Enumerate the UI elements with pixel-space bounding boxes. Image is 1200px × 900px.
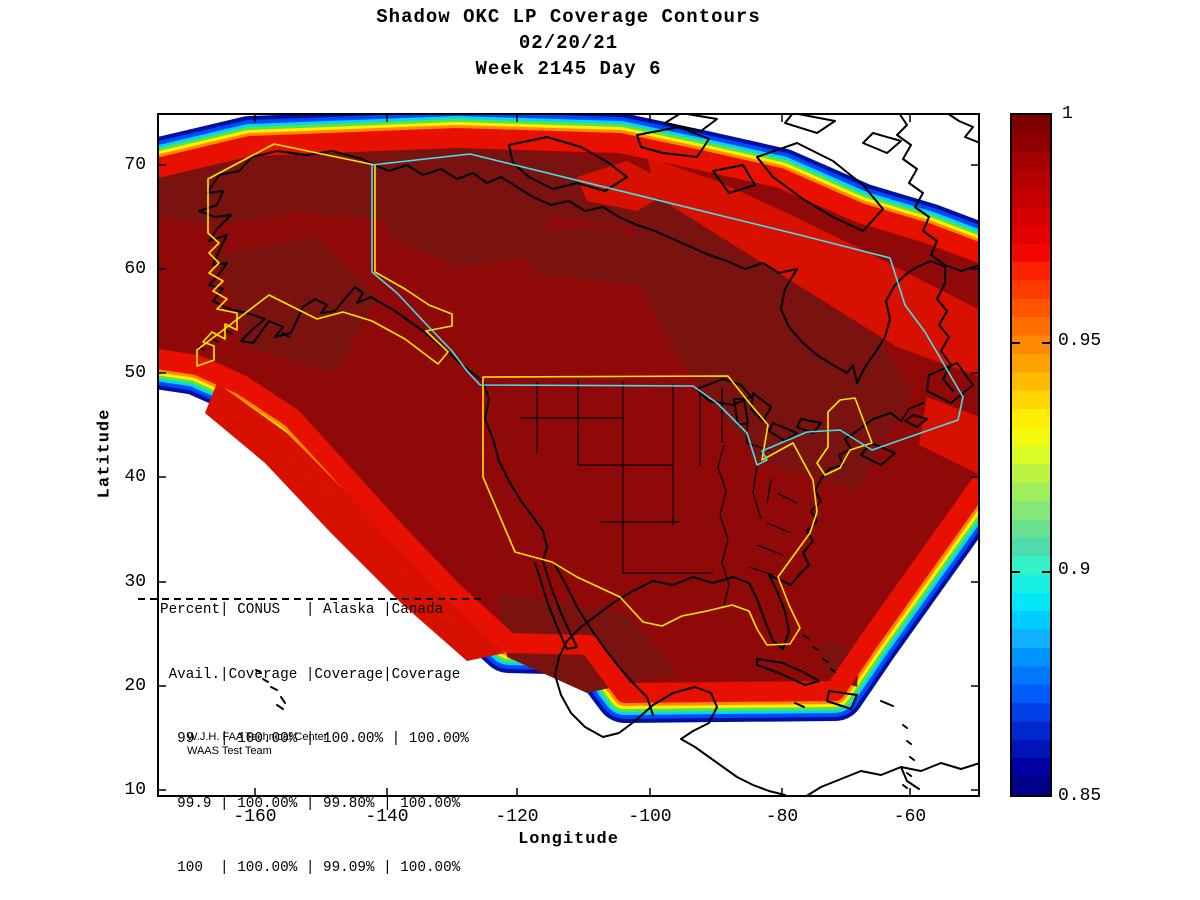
- y-tick-20: 20: [124, 676, 146, 696]
- credit-text: W.J.H. FAA Technical Center WAAS Test Te…: [187, 730, 327, 758]
- plot-border: [157, 113, 980, 797]
- x-axis-label: Longitude: [518, 830, 619, 849]
- colorbar: [1010, 113, 1052, 797]
- title-line-3: Week 2145 Day 6: [475, 58, 662, 80]
- hawaii-islands: [255, 669, 286, 710]
- great-lakes: [696, 378, 822, 442]
- coast-maritimes: [856, 362, 974, 466]
- credit-line-1: W.J.H. FAA Technical Center: [187, 731, 328, 743]
- plot-area: [157, 113, 980, 797]
- stats-table-divider: [138, 598, 482, 600]
- x-tick-80: -80: [765, 807, 799, 827]
- colorbar-label-095: 0.95: [1058, 331, 1102, 351]
- colorbar-label-1: 1: [1062, 104, 1073, 124]
- y-tick-50: 50: [124, 363, 146, 383]
- canada-region-boundary: [371, 153, 964, 466]
- coverage-lower-patches: [205, 157, 980, 661]
- colorbar-tick-095-left: [1012, 342, 1020, 344]
- arctic-islands: [508, 113, 902, 232]
- caribbean-islands: [756, 634, 915, 789]
- x-tick-100: -100: [628, 807, 672, 827]
- stats-data-row-99: 99 | 100.00% | 100.00% | 100.00%: [160, 731, 469, 747]
- coast-arctic: [369, 162, 798, 274]
- credit-line-2: WAAS Test Team: [187, 745, 272, 757]
- x-tick-60: -60: [893, 807, 927, 827]
- coverage-contours: [157, 113, 980, 797]
- title-line-2: 02/20/21: [518, 32, 619, 54]
- y-tick-70: 70: [124, 155, 146, 175]
- coast-west: [482, 380, 654, 716]
- coast-hudson-bay: [780, 260, 954, 392]
- y-tick-30: 30: [124, 572, 146, 592]
- canada-east-region-boundary: [816, 397, 873, 476]
- state-borders: [520, 379, 798, 606]
- colorbar-gradient: [1012, 115, 1050, 795]
- y-tick-60: 60: [124, 259, 146, 279]
- x-tick-140: -140: [365, 807, 409, 827]
- figure-title: Shadow OKC LP Coverage Contours 02/20/21…: [157, 4, 980, 82]
- map-plot: [157, 113, 980, 797]
- coastlines: [198, 113, 980, 797]
- colorbar-label-09: 0.9: [1058, 560, 1091, 580]
- colorbar-tick-09-left: [1012, 571, 1020, 573]
- x-tick-120: -120: [495, 807, 539, 827]
- y-tick-10: 10: [124, 780, 146, 800]
- title-line-1: Shadow OKC LP Coverage Contours: [376, 6, 761, 28]
- coverage-stats-table: Percent| CONUS | Alaska |Canada Avail.|C…: [160, 557, 469, 900]
- colorbar-label-085: 0.85: [1058, 786, 1102, 806]
- stats-data-row-99-9: 99.9 | 100.00% | 99.80% | 100.00%: [160, 795, 461, 812]
- axis-tick-marks: [157, 113, 980, 797]
- stats-header-row-2: Avail.|Coverage |Coverage|Coverage: [160, 666, 461, 683]
- y-tick-40: 40: [124, 467, 146, 487]
- stats-data-row-100: 100 | 100.00% | 99.09% | 100.00%: [160, 860, 461, 876]
- x-tick-160: -160: [233, 807, 277, 827]
- colorbar-tick-095-right: [1042, 342, 1050, 344]
- conus-region-boundary: [482, 375, 818, 646]
- coast-greenland: [896, 113, 980, 272]
- region-boundary-cyan: [371, 153, 964, 466]
- stats-header-row-1: Percent| CONUS | Alaska |Canada: [160, 602, 444, 618]
- alaska-region-boundary: [196, 143, 453, 367]
- colorbar-tick-09-right: [1042, 571, 1050, 573]
- y-axis-label: Latitude: [95, 408, 115, 499]
- region-boundaries-yellow: [196, 143, 873, 646]
